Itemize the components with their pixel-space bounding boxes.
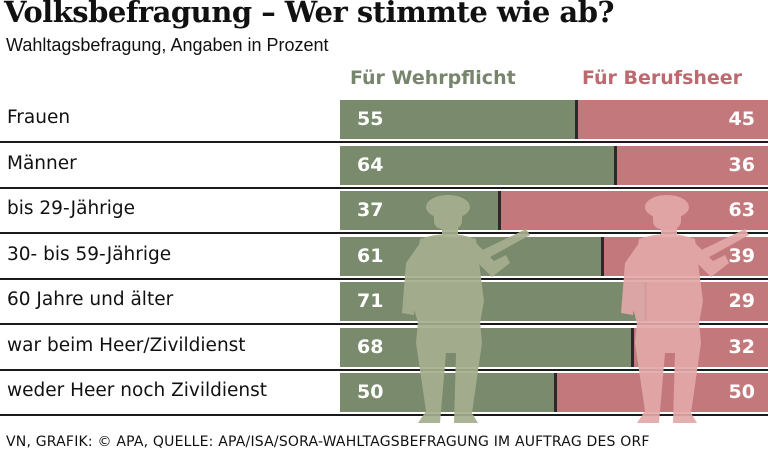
value-label-wehrpflicht: 64	[357, 153, 384, 176]
row-divider	[0, 323, 768, 325]
row-divider	[0, 277, 768, 280]
value-label-berufsheer: 39	[728, 244, 755, 267]
bar-track: 64 36	[340, 145, 768, 185]
bar-wehrpflicht: 71	[340, 282, 644, 321]
bar-wehrpflicht: 37	[340, 191, 498, 230]
value-label-wehrpflicht: 71	[357, 290, 384, 312]
bar-row: bis 29-Jährige 37 63	[0, 188, 768, 234]
category-label: 30- bis 59-Jährige	[7, 243, 172, 265]
value-label-wehrpflicht: 68	[357, 335, 384, 358]
bar-wehrpflicht: 68	[340, 327, 631, 367]
value-label-berufsheer: 63	[728, 199, 755, 221]
bar-row: Männer 64 36	[0, 143, 768, 189]
source-note: VN, GRAFIK: © APA, QUELLE: APA/ISA/SORA-…	[6, 434, 650, 450]
value-label-wehrpflicht: 50	[357, 381, 384, 403]
bar-berufsheer: 45	[575, 100, 768, 139]
category-label: 60 Jahre und älter	[7, 289, 174, 310]
category-label: Frauen	[7, 107, 71, 128]
category-label: bis 29-Jährige	[7, 198, 136, 219]
row-divider	[0, 186, 768, 189]
bar-wehrpflicht: 64	[340, 145, 614, 185]
bar-berufsheer: 36	[614, 145, 768, 185]
category-label: Männer	[7, 152, 77, 174]
bar-track: 55 45	[340, 100, 768, 139]
bar-track: 37 63	[340, 191, 768, 230]
row-divider	[0, 232, 768, 234]
bar-wehrpflicht: 55	[340, 100, 575, 139]
chart-title: Volksbefragung – Wer stimmte wie ab?	[4, 0, 614, 29]
soldier-icon	[621, 195, 749, 423]
value-label-wehrpflicht: 55	[357, 108, 384, 130]
row-divider	[0, 141, 768, 143]
value-label-berufsheer: 29	[728, 290, 755, 312]
soldier-icon	[402, 195, 530, 423]
value-label-berufsheer: 45	[728, 108, 755, 130]
bar-wehrpflicht: 50	[340, 373, 554, 412]
value-label-berufsheer: 32	[728, 335, 755, 358]
value-label-wehrpflicht: 37	[357, 199, 384, 221]
bar-row: Frauen 55 45	[0, 97, 768, 143]
category-label: weder Heer noch Zivildienst	[7, 380, 268, 401]
chart-subtitle: Wahltagsbefragung, Angaben in Prozent	[6, 35, 329, 55]
value-label-wehrpflicht: 61	[357, 244, 384, 267]
category-label: war beim Heer/Zivildienst	[7, 334, 246, 356]
row-divider	[0, 414, 768, 416]
legend-wehrpflicht: Für Wehrpflicht	[350, 67, 516, 89]
value-label-berufsheer: 50	[728, 381, 755, 403]
row-divider	[0, 368, 768, 371]
legend-berufsheer: Für Berufsheer	[582, 67, 743, 89]
bar-berufsheer: 63	[498, 191, 768, 230]
value-label-berufsheer: 36	[728, 153, 755, 176]
